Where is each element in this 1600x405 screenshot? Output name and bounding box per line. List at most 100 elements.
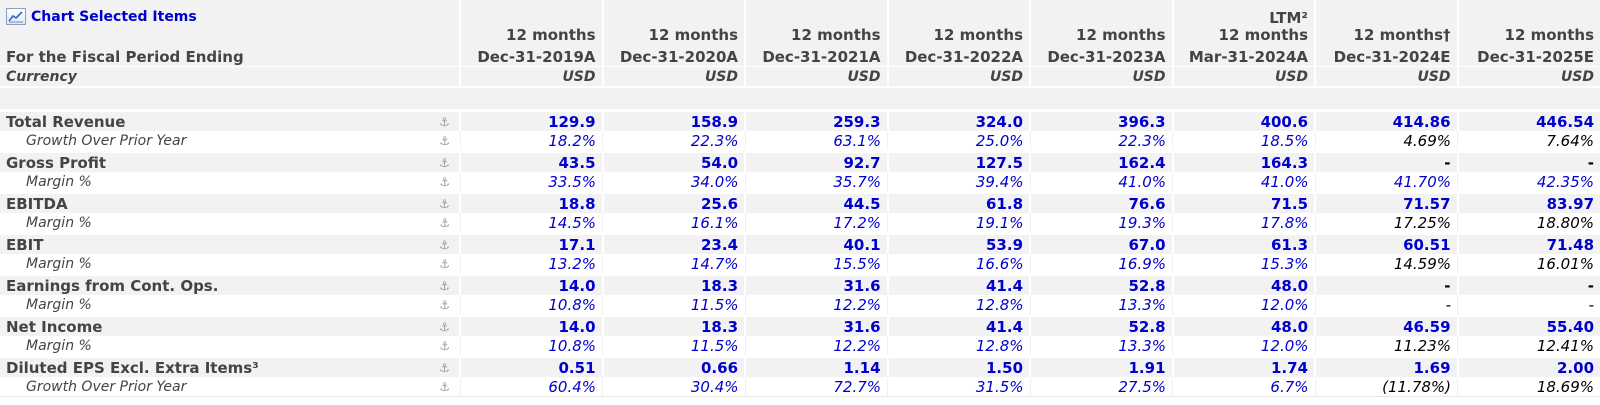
column-months-label: 12 months xyxy=(1218,26,1309,44)
row-anchor-cell[interactable]: ⚓ xyxy=(430,336,461,357)
table-cell: 25.0% xyxy=(887,131,1031,152)
table-cell: 14.5% xyxy=(459,213,603,234)
row-anchor-cell[interactable]: ⚓ xyxy=(430,377,461,397)
table-cell: 25.6 xyxy=(601,191,746,213)
column-date-label: Dec-31-2022A xyxy=(886,44,1031,67)
column-header-5: 12 months xyxy=(1029,0,1173,44)
row-anchor-cell[interactable]: ⚓ xyxy=(430,355,461,377)
table-cell: 11.23% xyxy=(1314,336,1458,357)
column-top-label xyxy=(467,10,596,27)
row-label: EBIT xyxy=(0,232,430,254)
table-cell: 19.3% xyxy=(1029,213,1173,234)
anchor-icon[interactable]: ⚓ xyxy=(439,114,450,129)
row-anchor-cell[interactable]: ⚓ xyxy=(430,150,461,172)
table-cell: 30.4% xyxy=(602,377,746,397)
chart-line-icon xyxy=(6,8,26,25)
table-cell: 31.6 xyxy=(744,314,888,336)
table-cell: 4.69% xyxy=(1314,131,1458,152)
table-row: Earnings from Cont. Ops. ⚓ 14.0 18.3 31.6 41.… xyxy=(0,273,1600,295)
anchor-icon[interactable]: ⚓ xyxy=(439,360,450,375)
anchor-icon[interactable]: ⚓ xyxy=(439,379,451,394)
row-anchor-cell[interactable]: ⚓ xyxy=(430,314,461,336)
anchor-icon[interactable]: ⚓ xyxy=(439,338,451,353)
column-top-label xyxy=(1322,10,1451,27)
table-cell: 324.0 xyxy=(886,109,1031,131)
table-cell: 22.3% xyxy=(602,131,746,152)
row-sublabel: Margin % xyxy=(0,254,430,275)
table-cell: 63.1% xyxy=(744,131,888,152)
anchor-icon[interactable]: ⚓ xyxy=(439,133,451,148)
row-label: Diluted EPS Excl. Extra Items³ xyxy=(0,355,430,377)
column-currency-label: USD xyxy=(459,66,603,87)
column-currency-label: USD xyxy=(1171,66,1316,87)
anchor-icon[interactable]: ⚓ xyxy=(439,155,450,170)
table-cell: 39.4% xyxy=(887,172,1031,193)
table-cell: 17.25% xyxy=(1314,213,1458,234)
row-sublabel: Growth Over Prior Year xyxy=(0,131,430,152)
row-anchor-cell[interactable]: ⚓ xyxy=(430,232,461,254)
table-cell: 18.69% xyxy=(1457,377,1600,397)
table-cell: 16.9% xyxy=(1029,254,1173,275)
chart-selected-items-link[interactable]: Chart Selected Items xyxy=(6,8,197,25)
table-cell: 18.80% xyxy=(1457,213,1600,234)
column-header-1: 12 months xyxy=(459,0,603,44)
table-cell: 76.6 xyxy=(1029,191,1173,213)
table-cell: 33.5% xyxy=(459,172,603,193)
row-anchor-cell[interactable]: ⚓ xyxy=(430,254,461,275)
table-cell: 164.3 xyxy=(1171,150,1316,172)
table-cell: 12.41% xyxy=(1457,336,1600,357)
currency-label: Currency xyxy=(0,66,461,87)
table-cell: 55.40 xyxy=(1456,314,1600,336)
spacer-cell xyxy=(0,86,1600,111)
table-cell: 14.59% xyxy=(1314,254,1458,275)
table-row: EBIT ⚓ 17.1 23.4 40.1 53.9 67.0 61.3 60.51 71.48 xyxy=(0,232,1600,254)
table-cell: 22.3% xyxy=(1029,131,1173,152)
table-cell: 27.5% xyxy=(1029,377,1173,397)
table-cell: 18.2% xyxy=(459,131,603,152)
table-cell: 18.8 xyxy=(459,191,603,213)
row-anchor-cell[interactable]: ⚓ xyxy=(430,213,461,234)
row-anchor-cell[interactable]: ⚓ xyxy=(430,131,461,152)
table-row: Margin % ⚓ 10.8% 11.5% 12.2% 12.8% 13.3% 12.0% -… xyxy=(0,295,1600,316)
table-cell: 12.0% xyxy=(1172,295,1316,316)
row-anchor-cell[interactable]: ⚓ xyxy=(430,295,461,316)
row-label: Gross Profit xyxy=(0,150,430,172)
table-cell: 396.3 xyxy=(1029,109,1173,131)
table-cell: 23.4 xyxy=(601,232,746,254)
table-row: Margin % ⚓ 14.5% 16.1% 17.2% 19.1% 19.3% 17.8% 1… xyxy=(0,213,1600,234)
anchor-icon[interactable]: ⚓ xyxy=(439,256,451,271)
row-anchor-cell[interactable]: ⚓ xyxy=(430,191,461,213)
table-cell: 52.8 xyxy=(1029,273,1173,295)
row-anchor-cell[interactable]: ⚓ xyxy=(430,109,461,131)
table-cell: 92.7 xyxy=(744,150,888,172)
table-cell: 18.5% xyxy=(1172,131,1316,152)
table-row: Margin % ⚓ 33.5% 34.0% 35.7% 39.4% 41.0% 41.0% 4… xyxy=(0,172,1600,193)
column-date-label: Dec-31-2025E xyxy=(1456,44,1600,67)
table-cell: 61.8 xyxy=(886,191,1031,213)
column-header-2: 12 months xyxy=(601,0,746,44)
anchor-icon[interactable]: ⚓ xyxy=(439,237,450,252)
anchor-icon[interactable]: ⚓ xyxy=(439,196,450,211)
anchor-icon[interactable]: ⚓ xyxy=(439,174,451,189)
anchor-icon[interactable]: ⚓ xyxy=(439,215,451,230)
row-anchor-cell[interactable]: ⚓ xyxy=(430,172,461,193)
table-cell: 19.1% xyxy=(887,213,1031,234)
anchor-icon[interactable]: ⚓ xyxy=(439,278,450,293)
table-cell: 13.3% xyxy=(1029,295,1173,316)
column-top-label xyxy=(1465,10,1595,27)
table-row: Total Revenue ⚓ 129.9 158.9 259.3 324.0 396.3 4… xyxy=(0,109,1600,131)
table-row: Net Income ⚓ 14.0 18.3 31.6 41.4 52.8 48.0 46.59… xyxy=(0,314,1600,336)
table-cell: 15.5% xyxy=(744,254,888,275)
row-sublabel: Margin % xyxy=(0,295,430,316)
table-row: Gross Profit ⚓ 43.5 54.0 92.7 127.5 162.4 164.3… xyxy=(0,150,1600,172)
table-cell: 13.3% xyxy=(1029,336,1173,357)
anchor-icon[interactable]: ⚓ xyxy=(439,297,451,312)
row-anchor-cell[interactable]: ⚓ xyxy=(430,273,461,295)
table-cell: 12.8% xyxy=(887,295,1031,316)
header-period-row: For the Fiscal Period Ending Dec-31-2019… xyxy=(0,44,1600,67)
table-cell: 71.57 xyxy=(1314,191,1458,213)
chart-selected-items-label: Chart Selected Items xyxy=(31,8,197,25)
anchor-icon[interactable]: ⚓ xyxy=(439,319,450,334)
column-top-label xyxy=(1037,10,1166,27)
